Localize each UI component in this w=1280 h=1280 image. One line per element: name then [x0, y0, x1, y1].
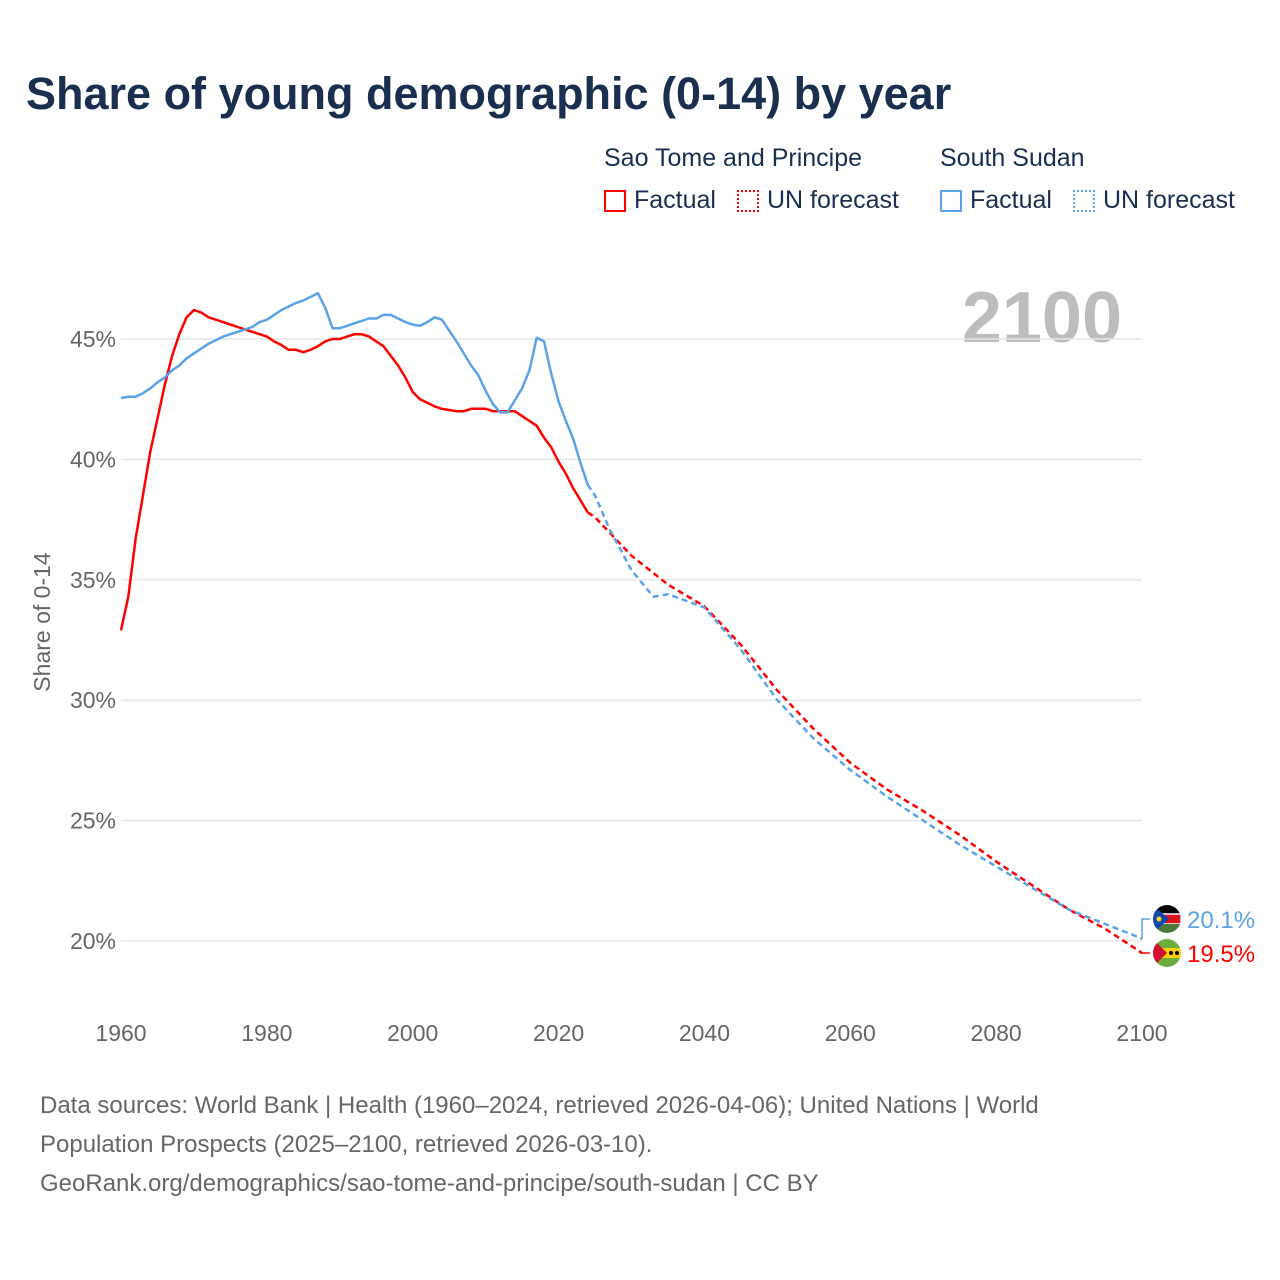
y-tick-label: 30%: [70, 687, 116, 713]
flag-stripe: [1153, 924, 1181, 933]
x-tick-label: 2060: [825, 1020, 876, 1046]
sao-tome-and-principe-factual-line: [119, 308, 589, 631]
flag-star: [1169, 951, 1173, 955]
chart-title: Share of young demographic (0-14) by yea…: [26, 68, 952, 119]
legend-swatch-solid: [940, 189, 962, 212]
legend-south-sudan-factual[interactable]: Factual: [940, 186, 1052, 215]
legend-label: Factual: [634, 186, 716, 214]
flag-star: [1156, 916, 1162, 922]
sao-tome-and-principe-end-label: 19.5%: [1187, 941, 1255, 968]
legend-group-sao-tome: Sao Tome and Principe: [604, 144, 863, 172]
y-tick-label: 45%: [70, 326, 116, 352]
footer-sources: Data sources: World Bank | Health (1960–…: [40, 1092, 1039, 1119]
legend-label: Factual: [970, 186, 1052, 214]
x-tick-label: 1980: [241, 1020, 292, 1046]
legend-label: UN forecast: [1103, 186, 1235, 214]
y-tick-label: 35%: [70, 567, 116, 593]
x-tick-label: 2100: [1116, 1020, 1167, 1046]
flag-triangle: [1153, 939, 1167, 967]
footer-sources-cont: Population Prospects (2025–2100, retriev…: [40, 1131, 653, 1158]
south-sudan-factual-line: [120, 291, 589, 486]
flag-star: [1175, 951, 1179, 955]
y-tick-label: 25%: [70, 808, 116, 834]
y-tick-label: 20%: [70, 928, 116, 954]
legend-swatch-dotted: [1073, 189, 1095, 212]
legend-label: UN forecast: [767, 186, 899, 214]
x-tick-label: 2080: [971, 1020, 1022, 1046]
flag-stripe: [1153, 905, 1181, 914]
south-sudan-flag-icon: [1153, 905, 1181, 933]
south-sudan-end-label: 20.1%: [1187, 907, 1255, 934]
legend-sao-tome-forecast[interactable]: UN forecast: [737, 186, 899, 215]
y-tick-label: 40%: [70, 446, 116, 472]
legend-group-south-sudan: South Sudan: [940, 144, 1085, 172]
footer: Data sources: World Bank | Health (1960–…: [40, 1086, 1240, 1203]
x-tick-label: 2000: [387, 1020, 438, 1046]
sao-tome-and-principe-forecast-line: [587, 511, 1143, 955]
x-tick-label: 2040: [679, 1020, 730, 1046]
footer-link[interactable]: GeoRank.org/demographics/sao-tome-and-pr…: [40, 1170, 819, 1197]
flag-stripe: [1153, 958, 1181, 967]
legend-sao-tome-factual[interactable]: Factual: [604, 186, 716, 215]
y-axis-label: Share of 0-14: [29, 552, 55, 692]
flag-body: [1153, 939, 1181, 967]
x-tick-label: 1960: [95, 1020, 146, 1046]
legend-swatch-dotted: [737, 189, 759, 212]
year-overlay: 2100: [962, 278, 1122, 358]
legend-swatch-solid: [604, 189, 626, 212]
end-connector: [1140, 918, 1150, 940]
flag-body: [1153, 905, 1181, 933]
legend-south-sudan-forecast[interactable]: UN forecast: [1073, 186, 1235, 215]
x-tick-label: 2020: [533, 1020, 584, 1046]
sao-tome-flag-icon: [1153, 939, 1181, 967]
flag-stripe: [1153, 939, 1181, 948]
south-sudan-forecast-line: [586, 484, 1143, 940]
